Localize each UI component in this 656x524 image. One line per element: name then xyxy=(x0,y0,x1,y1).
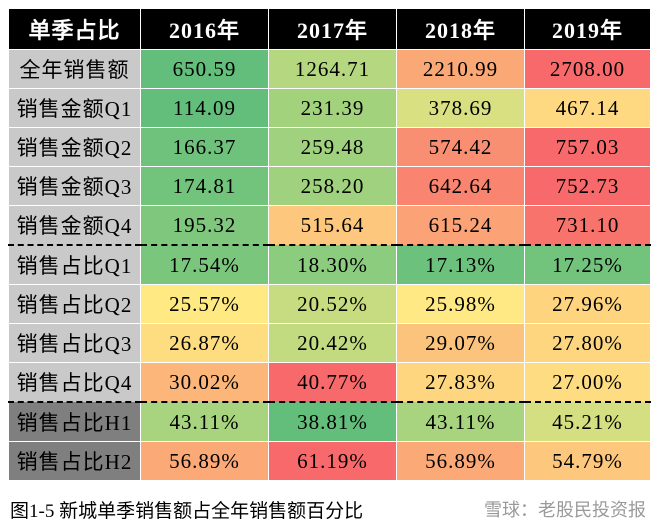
value-cell: 1264.71 xyxy=(268,49,397,89)
row-label: 销售占比Q4 xyxy=(8,362,141,403)
value-cell: 18.30% xyxy=(268,244,397,285)
table-row: 销售占比Q2 25.57% 20.52% 25.98% 27.96% xyxy=(8,284,651,324)
value-cell: 166.37 xyxy=(140,127,269,167)
row-label: 销售金额Q3 xyxy=(8,166,141,206)
value-cell: 650.59 xyxy=(140,49,269,89)
header-cell: 2017年 xyxy=(268,8,397,50)
row-label: 全年销售额 xyxy=(8,49,141,89)
header-cell: 2018年 xyxy=(396,8,525,50)
row-label: 销售占比H1 xyxy=(8,401,141,442)
caption: 图1-5 新城单季销售额占全年销售额百分比 xyxy=(10,501,364,522)
value-cell: 731.10 xyxy=(524,205,651,246)
value-cell: 45.21% xyxy=(524,401,651,442)
value-cell: 43.11% xyxy=(396,401,525,442)
table-row: 销售占比Q1 17.54% 18.30% 17.13% 17.25% xyxy=(8,244,651,285)
value-cell: 642.64 xyxy=(396,166,525,206)
value-cell: 40.77% xyxy=(268,362,397,403)
watermark: 雪球：老股民投资报 xyxy=(484,500,646,521)
table-row: 销售占比H2 56.89% 61.19% 56.89% 54.79% xyxy=(8,441,651,481)
row-label: 销售占比Q3 xyxy=(8,323,141,363)
value-cell: 114.09 xyxy=(140,88,269,128)
value-cell: 17.54% xyxy=(140,244,269,285)
value-cell: 615.24 xyxy=(396,205,525,246)
value-cell: 195.32 xyxy=(140,205,269,246)
row-label: 销售金额Q1 xyxy=(8,88,141,128)
table-row: 销售占比Q4 30.02% 40.77% 27.83% 27.00% xyxy=(8,362,651,403)
row-label: 销售金额Q2 xyxy=(8,127,141,167)
value-cell: 54.79% xyxy=(524,441,651,481)
value-cell: 17.13% xyxy=(396,244,525,285)
value-cell: 26.87% xyxy=(140,323,269,363)
value-cell: 61.19% xyxy=(268,441,397,481)
table-row: 销售金额Q2 166.37 259.48 574.42 757.03 xyxy=(8,127,651,167)
value-cell: 27.00% xyxy=(524,362,651,403)
header-cell: 2016年 xyxy=(140,8,269,50)
header-cell: 2019年 xyxy=(524,8,651,50)
value-cell: 515.64 xyxy=(268,205,397,246)
value-cell: 27.80% xyxy=(524,323,651,363)
value-cell: 30.02% xyxy=(140,362,269,403)
value-cell: 27.83% xyxy=(396,362,525,403)
row-label: 销售金额Q4 xyxy=(8,205,141,246)
row-label: 销售占比H2 xyxy=(8,441,141,481)
table-row: 销售金额Q1 114.09 231.39 378.69 467.14 xyxy=(8,88,651,128)
value-cell: 56.89% xyxy=(396,441,525,481)
value-cell: 259.48 xyxy=(268,127,397,167)
value-cell: 17.25% xyxy=(524,244,651,285)
value-cell: 25.98% xyxy=(396,284,525,324)
value-cell: 29.07% xyxy=(396,323,525,363)
row-label: 销售占比Q1 xyxy=(8,244,141,285)
table-row: 销售占比Q3 26.87% 20.42% 29.07% 27.80% xyxy=(8,323,651,363)
value-cell: 2210.99 xyxy=(396,49,525,89)
value-cell: 231.39 xyxy=(268,88,397,128)
value-cell: 467.14 xyxy=(524,88,651,128)
value-cell: 174.81 xyxy=(140,166,269,206)
table-row: 销售占比H1 43.11% 38.81% 43.11% 45.21% xyxy=(8,401,651,442)
table-row: 全年销售额 650.59 1264.71 2210.99 2708.00 xyxy=(8,49,651,89)
heatmap-table: 单季占比 2016年 2017年 2018年 2019年 全年销售额 650.59 1264… xyxy=(8,8,651,481)
value-cell: 258.20 xyxy=(268,166,397,206)
header-cell: 单季占比 xyxy=(8,8,141,50)
header-row: 单季占比 2016年 2017年 2018年 2019年 xyxy=(8,8,651,50)
value-cell: 56.89% xyxy=(140,441,269,481)
value-cell: 20.52% xyxy=(268,284,397,324)
value-cell: 574.42 xyxy=(396,127,525,167)
value-cell: 38.81% xyxy=(268,401,397,442)
value-cell: 2708.00 xyxy=(524,49,651,89)
row-label: 销售占比Q2 xyxy=(8,284,141,324)
value-cell: 25.57% xyxy=(140,284,269,324)
table-row: 销售金额Q3 174.81 258.20 642.64 752.73 xyxy=(8,166,651,206)
value-cell: 757.03 xyxy=(524,127,651,167)
value-cell: 27.96% xyxy=(524,284,651,324)
value-cell: 752.73 xyxy=(524,166,651,206)
value-cell: 20.42% xyxy=(268,323,397,363)
table-row: 销售金额Q4 195.32 515.64 615.24 731.10 xyxy=(8,205,651,246)
value-cell: 378.69 xyxy=(396,88,525,128)
value-cell: 43.11% xyxy=(140,401,269,442)
